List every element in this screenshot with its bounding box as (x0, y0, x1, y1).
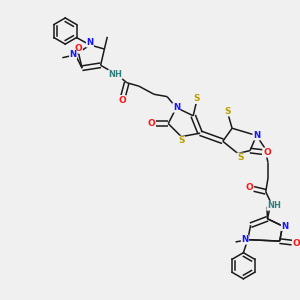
Text: S: S (194, 94, 200, 103)
Text: O: O (75, 44, 83, 53)
Text: O: O (263, 148, 271, 157)
Text: N: N (70, 50, 76, 59)
Text: NH: NH (108, 70, 122, 79)
Text: O: O (118, 96, 126, 105)
Text: O: O (292, 238, 300, 247)
Text: N: N (281, 221, 288, 230)
Text: N: N (173, 103, 180, 112)
Text: N: N (241, 235, 248, 244)
Text: S: S (178, 136, 184, 145)
Text: S: S (237, 153, 243, 162)
Text: NH: NH (267, 201, 281, 210)
Text: S: S (225, 107, 231, 116)
Text: O: O (148, 119, 155, 128)
Text: N: N (253, 131, 260, 140)
Text: N: N (86, 38, 94, 47)
Text: O: O (245, 183, 253, 192)
